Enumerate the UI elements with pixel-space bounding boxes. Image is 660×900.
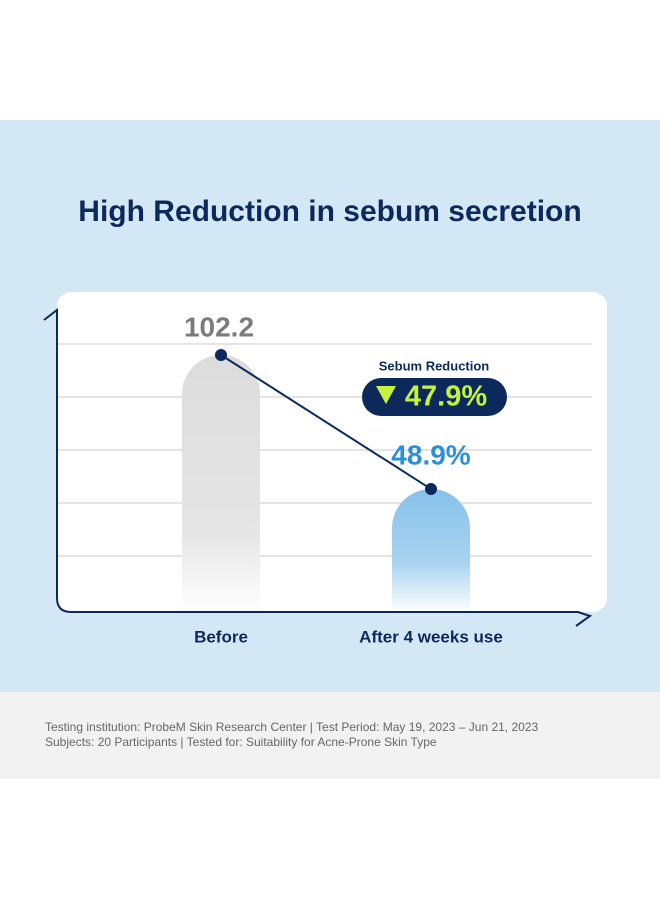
category-label: After 4 weeks use	[359, 627, 503, 646]
trend-line	[220, 354, 432, 490]
point	[425, 483, 437, 496]
footer-line: Testing institution: ProbeM Skin Researc…	[45, 720, 538, 734]
value-label: 48.9%	[391, 439, 470, 470]
bars	[182, 355, 470, 612]
annotation-value: 47.9%	[405, 381, 487, 413]
point	[215, 349, 227, 361]
plot-card	[57, 292, 607, 612]
value-label: 102.2	[184, 311, 254, 342]
chart-title: High Reduction in sebum secretion	[78, 195, 581, 228]
annotation-badge	[362, 378, 507, 416]
bar	[392, 489, 470, 612]
annotation-title: Sebum Reduction	[379, 358, 490, 373]
category-label: Before	[194, 627, 248, 646]
footer-line: Subjects: 20 Participants | Tested for: …	[45, 735, 437, 749]
footer-band	[0, 692, 660, 779]
axis	[43, 307, 593, 627]
bar	[182, 355, 260, 612]
down-triangle	[376, 386, 396, 404]
